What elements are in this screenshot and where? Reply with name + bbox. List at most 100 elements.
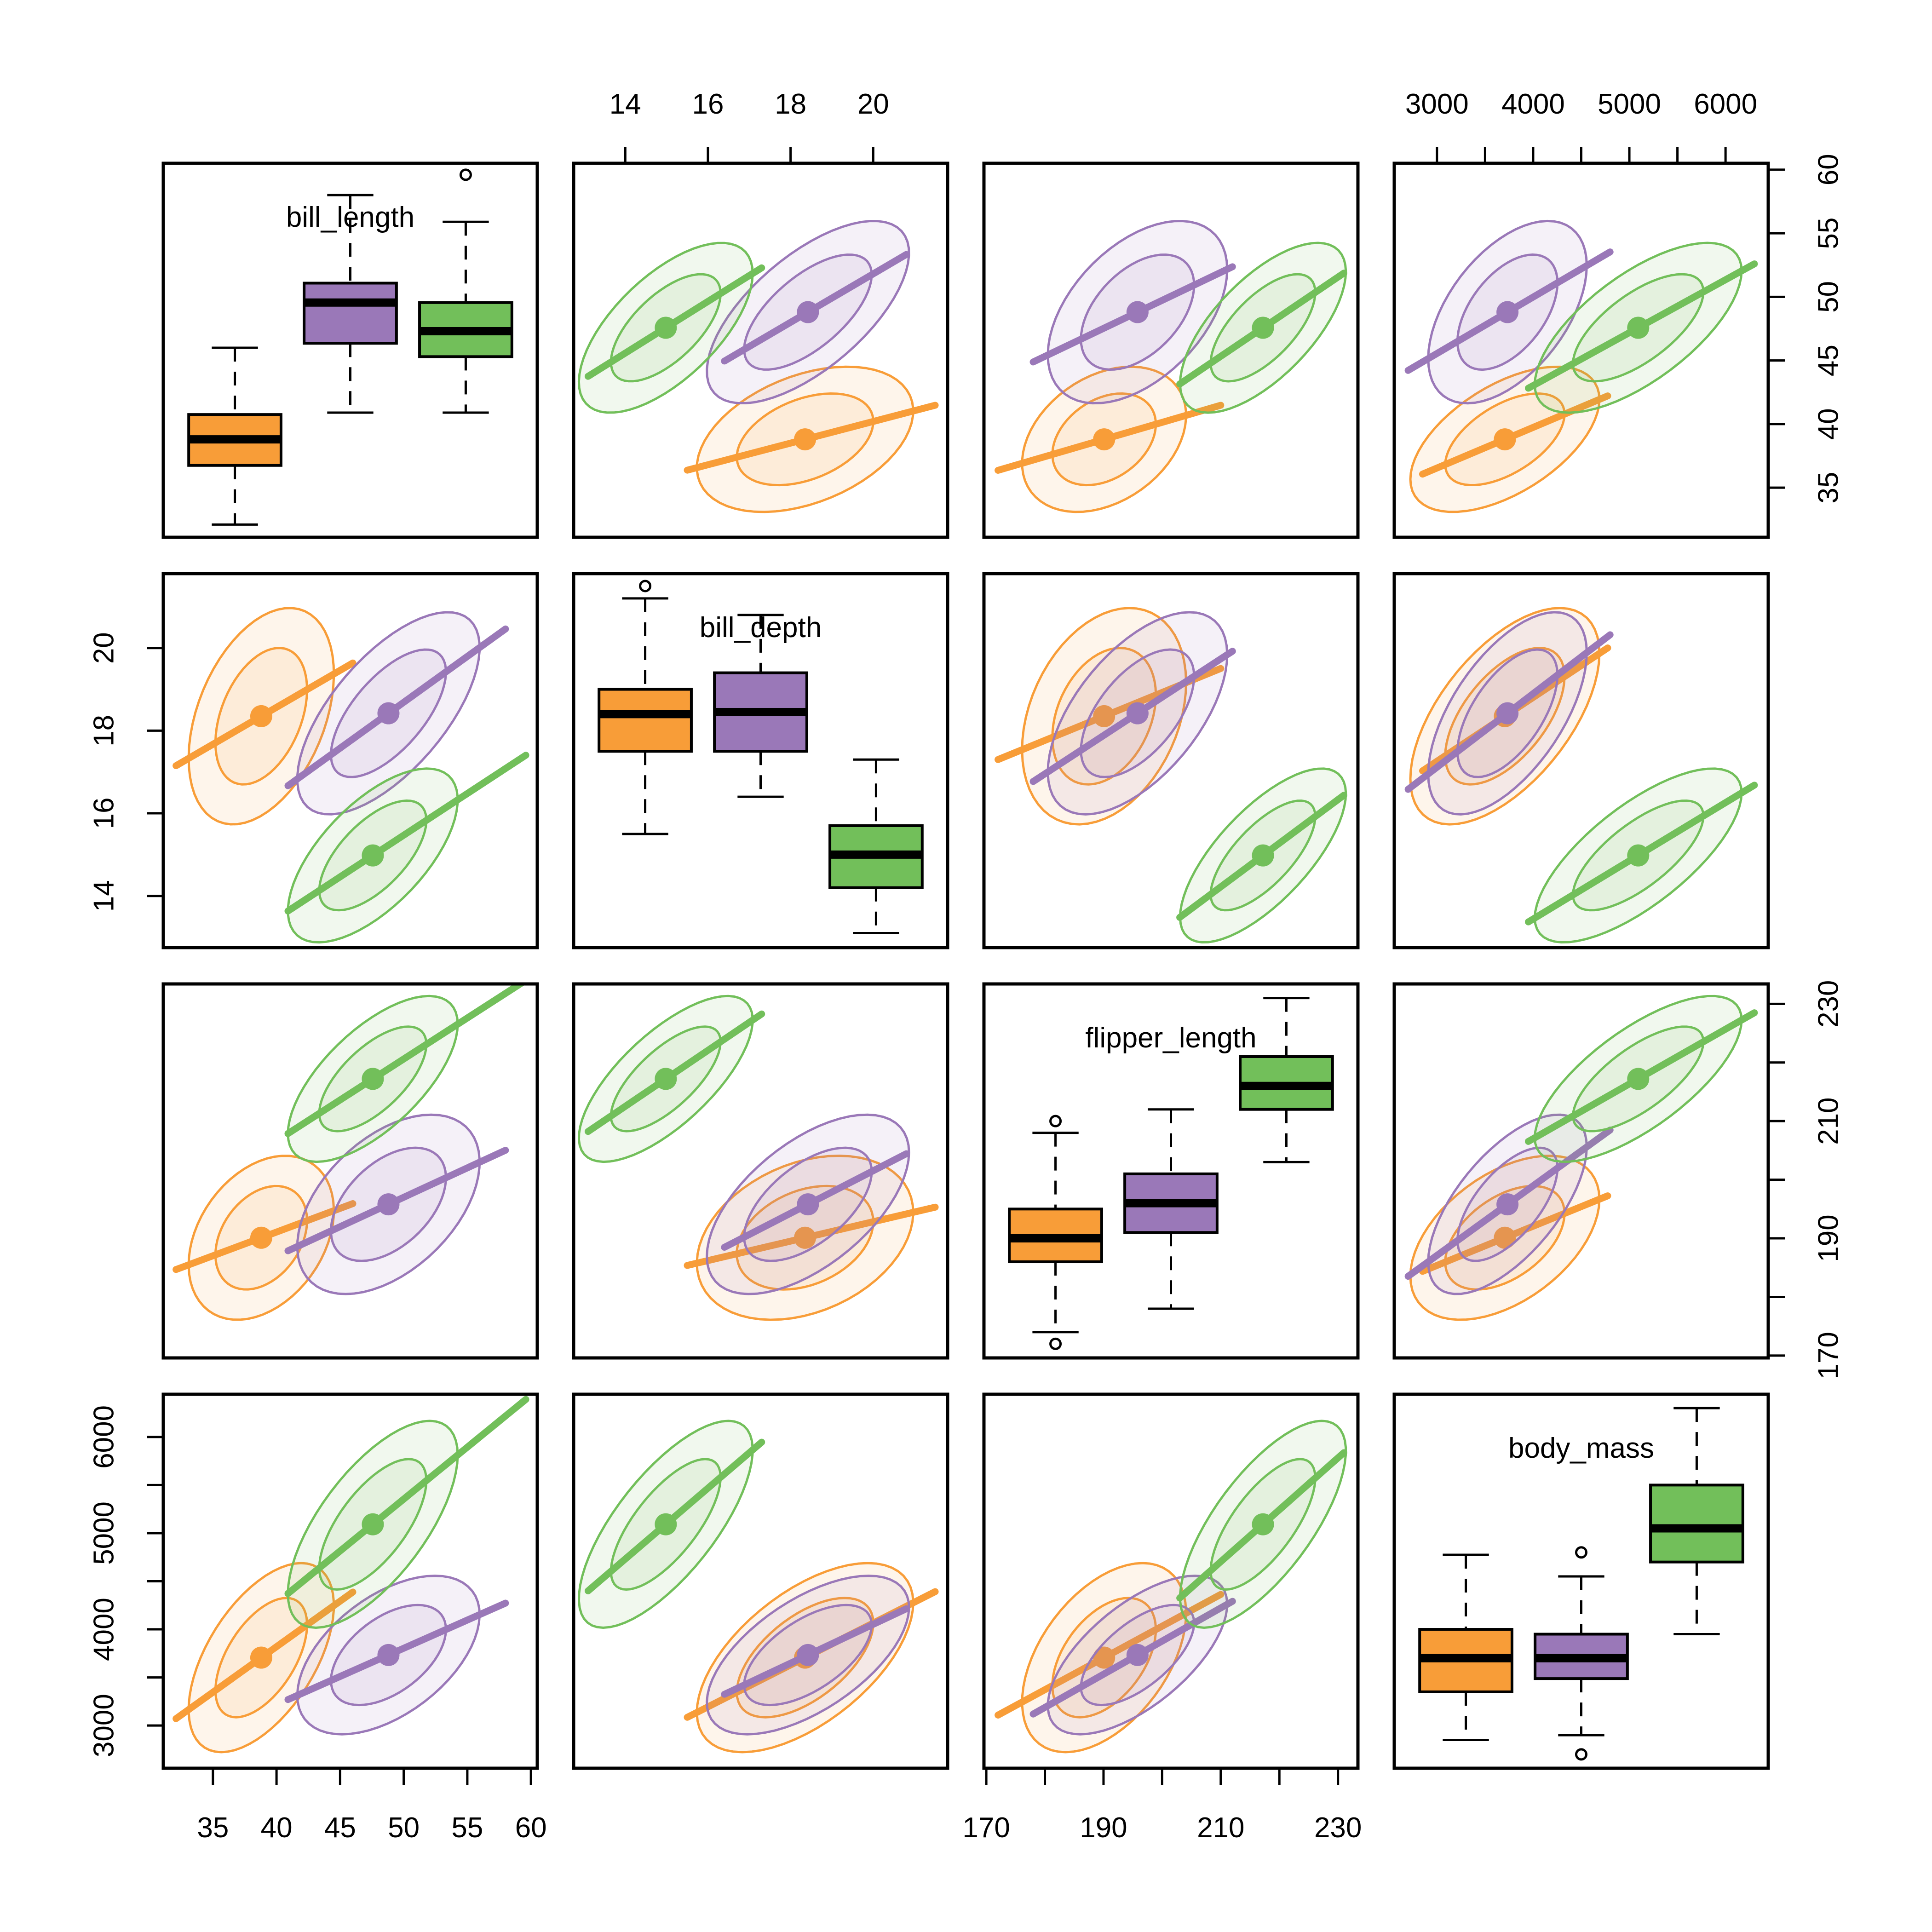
panel-frame — [572, 982, 949, 1360]
tick-label: 6000 — [1694, 88, 1757, 120]
panel-content — [187, 168, 513, 526]
panel-content — [172, 1396, 529, 1754]
panel-frame — [982, 572, 1360, 949]
panel-content — [577, 995, 939, 1321]
group-mean-point — [1627, 316, 1650, 339]
tick-label: 55 — [1813, 218, 1845, 249]
panel-flipper_length-vs-flipper_length: flipper_length — [982, 982, 1360, 1360]
group-mean-point — [797, 1644, 819, 1666]
tick-label: 6000 — [88, 1405, 120, 1469]
tick-label: 40 — [1813, 408, 1845, 440]
panel-bill_depth-vs-body_mass — [1392, 572, 1770, 949]
tick-label: 60 — [1813, 154, 1845, 185]
boxplot-gentoo — [1649, 1407, 1744, 1636]
group-mean-point — [1093, 428, 1116, 451]
group-gentoo — [1176, 242, 1347, 414]
panel-content — [995, 219, 1347, 513]
variable-label: bill_length — [286, 201, 414, 233]
tick-label: 190 — [1813, 1214, 1845, 1262]
tick-label: 170 — [962, 1812, 1010, 1844]
panel-body_mass-vs-flipper_length — [982, 1392, 1360, 1770]
group-gentoo — [284, 984, 527, 1163]
group-mean-point — [377, 1193, 400, 1216]
panel-flipper_length-vs-bill_depth — [572, 982, 949, 1360]
outlier-point — [639, 580, 652, 592]
tick-label: 35 — [1813, 472, 1845, 504]
group-mean-point — [1496, 702, 1519, 724]
boxplot-chinstrap — [303, 194, 398, 414]
group-mean-point — [1093, 1646, 1116, 1669]
group-mean-point — [1494, 1226, 1516, 1249]
panel-body_mass-vs-body_mass: body_mass — [1392, 1392, 1770, 1770]
panel-frame — [982, 982, 1360, 1360]
panel-bill_depth-vs-bill_depth: bill_depth — [572, 572, 949, 949]
group-gentoo — [1524, 767, 1758, 944]
panel-frame — [982, 161, 1360, 539]
variable-label: body_mass — [1508, 1432, 1654, 1464]
tick-label: 14 — [88, 880, 120, 912]
tick-label: 50 — [388, 1812, 420, 1844]
group-adelie — [172, 1562, 356, 1754]
panel-bill_depth-vs-bill_length — [161, 572, 539, 949]
tick-label: 50 — [1813, 281, 1845, 313]
boxplot-chinstrap — [1123, 1108, 1219, 1310]
bottom-axis-bill_length: 35 40 45 50 55 60 — [197, 1767, 547, 1844]
panel-content — [1008, 997, 1334, 1350]
group-mean-point — [377, 702, 400, 724]
right-axis-flipper_length: 170 190 210 230 — [1767, 980, 1845, 1380]
top-axis-body_mass: 3000 4000 5000 6000 — [1405, 88, 1757, 165]
group-gentoo — [577, 995, 765, 1163]
group-mean-point — [794, 1226, 816, 1249]
group-mean-point — [250, 1226, 272, 1249]
group-gentoo — [1176, 767, 1347, 944]
outlier-point — [1049, 1115, 1062, 1127]
boxplot-chinstrap — [713, 614, 808, 798]
panel-body_mass-vs-bill_length — [161, 1392, 539, 1770]
tick-label: 16 — [88, 798, 120, 829]
boxplot-adelie — [1008, 1115, 1103, 1350]
tick-label: 40 — [261, 1812, 293, 1844]
iqr-box — [1649, 1484, 1744, 1564]
group-mean-point — [377, 1644, 400, 1666]
group-chinstrap — [1029, 611, 1236, 816]
tick-label: 3000 — [88, 1694, 120, 1757]
iqr-box — [303, 282, 398, 345]
group-gentoo — [284, 1396, 529, 1629]
group-chinstrap — [1404, 611, 1614, 816]
panel-frame — [1392, 572, 1770, 949]
group-chinstrap — [706, 219, 910, 405]
group-gentoo — [1524, 242, 1758, 414]
left-axis-body_mass: 3000 4000 5000 6000 — [88, 1405, 165, 1757]
group-adelie — [1409, 365, 1611, 513]
group-gentoo — [577, 242, 765, 414]
panel-bill_length-vs-bill_length: bill_length — [161, 161, 539, 539]
group-chinstrap — [284, 611, 509, 816]
regression-line — [284, 1396, 529, 1597]
variable-label: flipper_length — [1085, 1022, 1256, 1054]
boxplot-adelie — [187, 346, 282, 526]
panel-frame — [572, 1392, 949, 1770]
tick-label: 5000 — [1598, 88, 1661, 120]
top-axis-bill_depth: 14 16 18 20 — [610, 88, 889, 165]
panel-bill_length-vs-flipper_length — [982, 161, 1360, 539]
group-mean-point — [1126, 1644, 1149, 1666]
panel-content — [1404, 995, 1758, 1321]
group-mean-point — [362, 1068, 384, 1090]
outlier-point — [459, 168, 472, 181]
group-gentoo — [577, 1420, 765, 1629]
tick-label: 20 — [88, 632, 120, 664]
group-mean-point — [1496, 301, 1519, 323]
group-mean-point — [797, 1193, 819, 1216]
outlier-point — [1575, 1748, 1587, 1761]
tick-label: 35 — [197, 1812, 229, 1844]
tick-label: 210 — [1197, 1812, 1244, 1844]
regression-line — [1419, 1192, 1611, 1275]
tick-label: 230 — [1314, 1812, 1362, 1844]
boxplot-adelie — [598, 580, 693, 835]
group-mean-point — [655, 316, 677, 339]
panel-frame — [161, 982, 539, 1360]
tick-label: 5000 — [88, 1501, 120, 1565]
panel-content — [577, 219, 939, 513]
tick-label: 3000 — [1405, 88, 1469, 120]
